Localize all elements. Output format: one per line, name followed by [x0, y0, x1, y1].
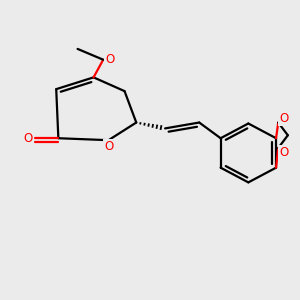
- Text: O: O: [104, 140, 113, 153]
- Text: O: O: [279, 146, 288, 159]
- Text: O: O: [105, 53, 114, 66]
- Text: O: O: [279, 112, 288, 124]
- Text: O: O: [24, 132, 33, 145]
